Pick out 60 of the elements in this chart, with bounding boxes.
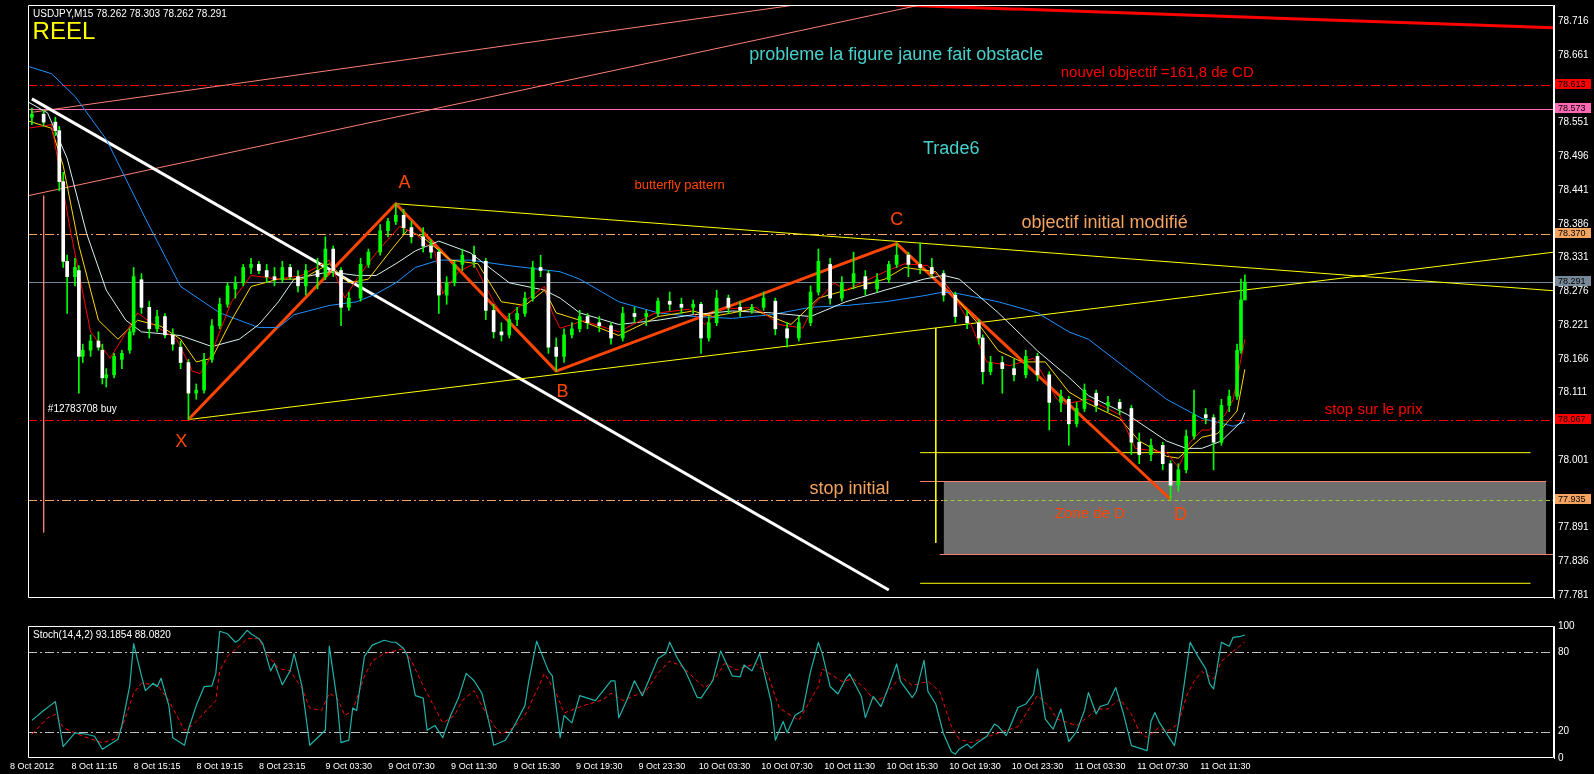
x-tick-label: 10 Oct 23:30	[1011, 760, 1064, 771]
x-tick-label: 9 Oct 07:30	[388, 760, 435, 771]
y-tick-label: 100	[1558, 619, 1576, 631]
x-tick-label: 9 Oct 11:30	[451, 760, 497, 771]
ref-line-label: 77.935	[1558, 493, 1586, 504]
ref-line-label: 78.291	[1558, 275, 1586, 286]
y-tick-label: 78.111	[1558, 386, 1588, 398]
annotation: nouvel objectif =161,8 de CD	[1060, 62, 1254, 80]
y-tick-label: 0	[1558, 751, 1564, 763]
x-tick-label: 10 Oct 19:30	[949, 760, 1001, 771]
y-tick-label: 78.386	[1558, 217, 1590, 229]
annotation: objectif initial modifié	[1021, 211, 1188, 232]
x-tick-label: 11 Oct 11:30	[1200, 760, 1251, 771]
x-tick-label: 9 Oct 23:30	[638, 760, 686, 771]
x-tick-label: 10 Oct 15:30	[886, 760, 939, 771]
ref-line-label: 78.613	[1558, 78, 1586, 89]
y-tick-label: 78.331	[1558, 251, 1590, 263]
y-tick-label: 78.441	[1558, 183, 1590, 195]
x-tick-label: 8 Oct 19:15	[196, 760, 243, 771]
y-tick-label: 78.716	[1558, 15, 1590, 27]
y-tick-label: 78.496	[1558, 150, 1590, 162]
annotation: Zone de D	[1054, 503, 1126, 521]
annotation: probleme la figure jaune fait obstacle	[749, 44, 1044, 65]
y-tick-label: 78.661	[1558, 49, 1590, 61]
ref-line-label: 78.067	[1558, 413, 1586, 424]
x-tick-label: 8 Oct 2012	[9, 760, 54, 771]
y-tick-label: 77.836	[1558, 554, 1590, 566]
y-tick-label: 78.221	[1558, 318, 1590, 330]
y-tick-label: 78.001	[1558, 453, 1590, 465]
annotation: A	[398, 172, 411, 193]
x-tick-label: 9 Oct 03:30	[325, 760, 373, 771]
x-tick-label: 10 Oct 11:30	[824, 760, 876, 771]
y-tick-label: 77.781	[1558, 588, 1590, 600]
y-tick-label: 78.551	[1558, 116, 1590, 128]
annotation: C	[890, 208, 904, 229]
annotation: X	[175, 430, 188, 451]
annotation: butterfly pattern	[634, 176, 725, 192]
x-tick-label: 8 Oct 15:15	[133, 760, 181, 771]
annotation: D	[1173, 503, 1187, 524]
x-tick-label: 10 Oct 07:30	[761, 760, 813, 771]
x-tick-label: 8 Oct 23:15	[259, 760, 306, 771]
chart-title: Stoch(14,4,2) 93.1854 88.0820	[33, 628, 172, 640]
x-tick-label: 9 Oct 19:30	[576, 760, 623, 771]
annotation: B	[556, 381, 569, 402]
y-tick-label: 20	[1558, 725, 1570, 737]
annotation: #12783708 buy	[47, 402, 117, 414]
annotation: stop initial	[809, 478, 890, 499]
x-tick-label: 9 Oct 15:30	[513, 760, 560, 771]
ref-line-label: 78.573	[1558, 102, 1586, 113]
annotation: stop sur le prix	[1324, 400, 1423, 418]
x-tick-label: 11 Oct 07:30	[1137, 760, 1189, 771]
y-tick-label: 77.891	[1558, 521, 1590, 533]
y-tick-label: 78.276	[1558, 285, 1590, 297]
y-tick-label: 80	[1558, 646, 1570, 658]
ref-line-label: 78.370	[1558, 227, 1586, 238]
y-tick-label: 78.166	[1558, 352, 1590, 364]
annotation: Trade6	[923, 138, 980, 159]
x-tick-label: 11 Oct 03:30	[1074, 760, 1126, 771]
x-tick-label: 8 Oct 11:15	[71, 760, 118, 771]
x-tick-label: 10 Oct 03:30	[698, 760, 751, 771]
